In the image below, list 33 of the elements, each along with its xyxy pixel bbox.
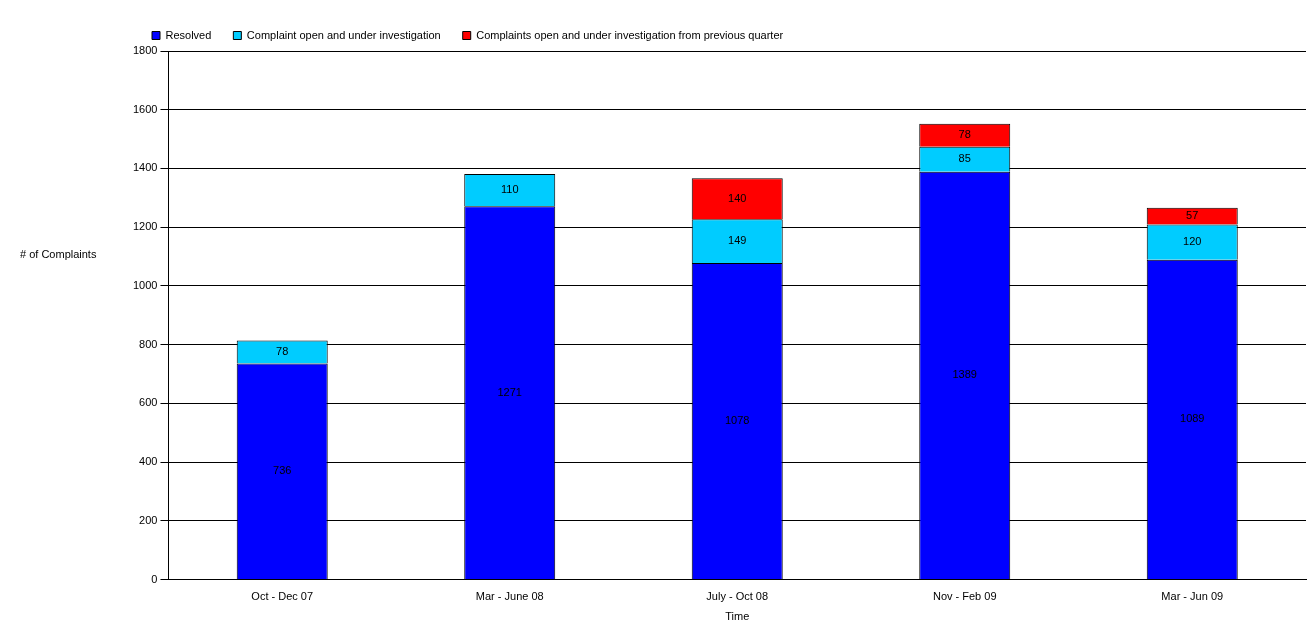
x-tick-label: Nov - Feb 09 [932,590,997,603]
data-label: 78 [958,128,971,141]
data-label: 736 [273,464,292,477]
x-tick-label: Mar - June 08 [475,590,544,603]
y-tick-label: 200 [139,513,158,526]
y-tick-label: 800 [139,337,158,350]
data-label: 140 [728,191,747,204]
data-label: 120 [1183,235,1202,248]
data-label: 149 [728,234,747,247]
data-label: 57 [1186,209,1199,222]
data-label: 78 [276,345,289,358]
legend-label: Resolved [165,28,212,41]
y-tick-label: 1600 [132,102,158,115]
legend-label: Complaints open and under investigation from previous quarter [476,28,784,41]
data-label: 85 [958,152,971,165]
data-label: 1271 [497,385,522,398]
x-tick-label: Oct - Dec 07 [251,590,314,603]
y-tick-label: 1200 [132,220,158,233]
data-label: 110 [500,183,519,196]
x-tick-label: July - Oct 08 [706,590,769,603]
legend-label: Complaint open and under investigation [246,28,441,41]
y-tick-label: 400 [139,455,158,468]
y-tick-label: 600 [139,396,158,409]
y-axis-title: # of Complaints [20,248,97,260]
x-axis-title: Time [725,610,750,623]
y-tick-label: 1000 [132,278,158,291]
y-tick-label: 1800 [132,44,158,57]
x-tick-label: Mar - Jun 09 [1161,590,1224,603]
y-tick-label: 1400 [132,161,158,174]
data-label: 1389 [952,368,977,381]
data-label: 1089 [1180,412,1205,425]
data-label: 1078 [724,414,750,427]
y-tick-label: 0 [151,572,158,585]
